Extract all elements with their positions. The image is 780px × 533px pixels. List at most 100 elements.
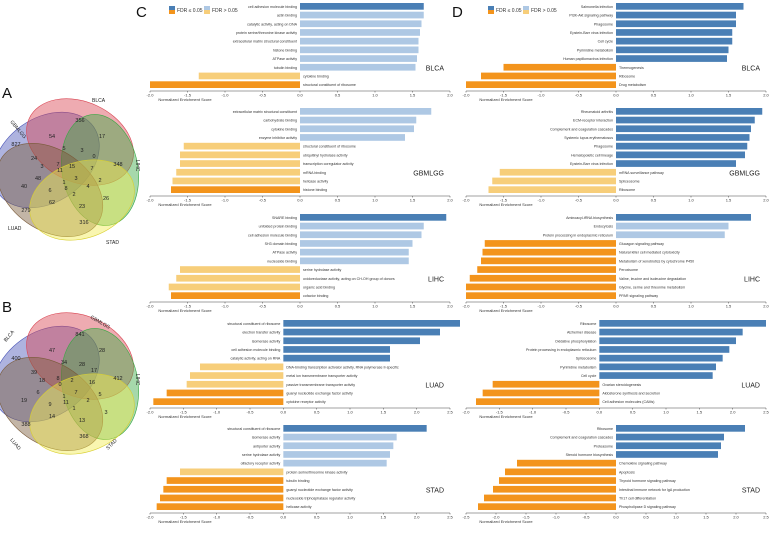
- bar-category-label: extracellular matrix structural constitu…: [233, 40, 297, 44]
- x-tick-label: 2.0: [763, 198, 769, 203]
- bar: [300, 108, 432, 115]
- x-tick-label: 0.5: [651, 304, 657, 309]
- venn-b-name-3: LIHC: [134, 374, 140, 386]
- bar-category-label: mRNA binding: [303, 171, 326, 175]
- bar-category-label: actin binding: [277, 14, 297, 18]
- bar-category-label: DNA-binding transcription activator acti…: [286, 365, 399, 369]
- x-tick-label: 2.0: [414, 410, 420, 415]
- bar-panel-d-lihc: Aminoacyl-tRNA biosynthesis Endocytosis Pr…: [463, 214, 770, 313]
- bar: [283, 320, 460, 327]
- venn-region-count: 23: [79, 204, 85, 210]
- venn-b-set-5: [29, 373, 135, 455]
- bar-category-label: SNARE binding: [272, 216, 297, 220]
- venn-region-count: 13: [79, 418, 85, 424]
- bar-category-label: cytokine binding: [303, 75, 329, 79]
- bar: [478, 503, 616, 510]
- x-tick-label: -1.0: [538, 198, 546, 203]
- x-axis-title: Normalized Enrichment Score: [479, 414, 533, 419]
- venn-region-count: 356: [75, 118, 84, 124]
- x-tick-label: -2.0: [147, 515, 155, 520]
- venn-region-count: 7: [74, 390, 77, 396]
- venn-b-name-1: BLCA: [3, 329, 16, 343]
- x-tick-label: 0.5: [335, 93, 341, 98]
- bar: [283, 337, 420, 345]
- bar-category-label: passive transmembrane transporter activi…: [286, 383, 355, 387]
- venn-region-count: 4: [86, 184, 89, 190]
- bar-category-label: structural constituent of ribosome: [303, 145, 356, 149]
- x-tick-label: -1.5: [184, 93, 192, 98]
- venn-region-count: 8: [56, 376, 59, 382]
- bar-category-label: Peroxisome: [619, 268, 638, 272]
- venn-region-count: 6: [36, 390, 39, 396]
- bar-category-label: cofactor binding: [303, 294, 328, 298]
- bar-category-label: catalytic activity, acting on DNA: [247, 22, 297, 26]
- bar-category-label: Thyroid hormone signaling pathway: [619, 479, 676, 483]
- venn-region-count: 279: [21, 208, 30, 214]
- bar: [477, 266, 616, 273]
- panel-label-b: B: [2, 299, 12, 316]
- bar: [599, 337, 736, 345]
- bar: [476, 398, 600, 405]
- bar: [180, 151, 300, 159]
- bar: [300, 3, 424, 10]
- x-tick-label: 0.5: [314, 410, 320, 415]
- bar-category-label: guanyl nucleotide exchange factor activi…: [286, 488, 353, 492]
- cohort-title: BLCA: [426, 66, 445, 73]
- bar-category-label: Rheumatoid arthritis: [581, 110, 613, 114]
- venn-region-count: 17: [91, 368, 97, 374]
- bar: [300, 125, 414, 133]
- venn-region-count: 3: [80, 148, 83, 154]
- x-tick-label: 0.0: [613, 93, 619, 98]
- x-tick-label: 1.5: [410, 93, 416, 98]
- x-tick-label: 2.0: [447, 198, 453, 203]
- x-tick-label: 0.0: [297, 198, 303, 203]
- bar: [200, 363, 284, 371]
- venn-region-count: 5: [98, 392, 101, 398]
- venn-region-count: 1: [62, 394, 65, 400]
- cohort-title: STAD: [426, 488, 444, 495]
- x-tick-label: 0.5: [335, 198, 341, 203]
- panel-label-d: D: [452, 4, 463, 21]
- bar: [300, 11, 424, 19]
- x-tick-label: -1.0: [222, 93, 230, 98]
- bar-category-label: Th17 cell differentiation: [619, 497, 656, 501]
- bar-category-label: histone binding: [273, 48, 297, 52]
- bar-category-label: Steroid hormone biosynthesis: [566, 453, 614, 457]
- bar: [616, 11, 736, 19]
- bar-category-label: PPAR signaling pathway: [619, 294, 658, 298]
- bar-category-label: enzyme inhibitor activity: [259, 136, 297, 140]
- legend-c-nonsig-label: FDR > 0.05: [212, 8, 238, 14]
- bar-category-label: Pyrimidine metabolism: [577, 48, 613, 52]
- bar: [499, 168, 616, 176]
- bar-category-label: cytokine receptor activity: [286, 400, 326, 404]
- bar-category-label: Ribosome: [619, 188, 635, 192]
- bar: [616, 55, 727, 62]
- venn-b: BLCA GBMLGG LIHC LUAD STAD 4008414123883…: [0, 312, 140, 455]
- bar-category-label: Chemokine signaling pathway: [619, 462, 667, 466]
- bar: [616, 37, 733, 45]
- bar-category-label: protein serine/threonine kinase activity: [286, 470, 347, 474]
- bar: [300, 29, 420, 36]
- venn-region-count: 0: [92, 154, 95, 160]
- bar-category-label: Protein processing in endoplasmic reticu…: [543, 233, 613, 237]
- x-tick-label: -1.0: [538, 304, 546, 309]
- bar: [176, 168, 300, 176]
- x-tick-label: 0.5: [651, 93, 657, 98]
- bar: [283, 459, 387, 467]
- bar: [599, 372, 713, 379]
- bar-category-label: nucleoside binding: [267, 259, 297, 263]
- x-tick-label: -0.5: [575, 93, 583, 98]
- bar: [186, 380, 284, 388]
- bar: [300, 46, 419, 54]
- x-tick-label: 1.0: [372, 93, 378, 98]
- venn-region-count: 48: [35, 176, 41, 182]
- venn-region-count: 388: [21, 422, 30, 428]
- bar-category-label: ATPase activity: [273, 251, 298, 255]
- x-tick-label: -1.5: [184, 304, 192, 309]
- bar: [469, 274, 616, 282]
- bar: [616, 116, 755, 124]
- bar-category-label: structural constituent of ribosome: [303, 83, 356, 87]
- venn-region-count: 11: [63, 400, 69, 406]
- cohort-title: LUAD: [741, 383, 760, 390]
- x-tick-label: 1.5: [726, 198, 732, 203]
